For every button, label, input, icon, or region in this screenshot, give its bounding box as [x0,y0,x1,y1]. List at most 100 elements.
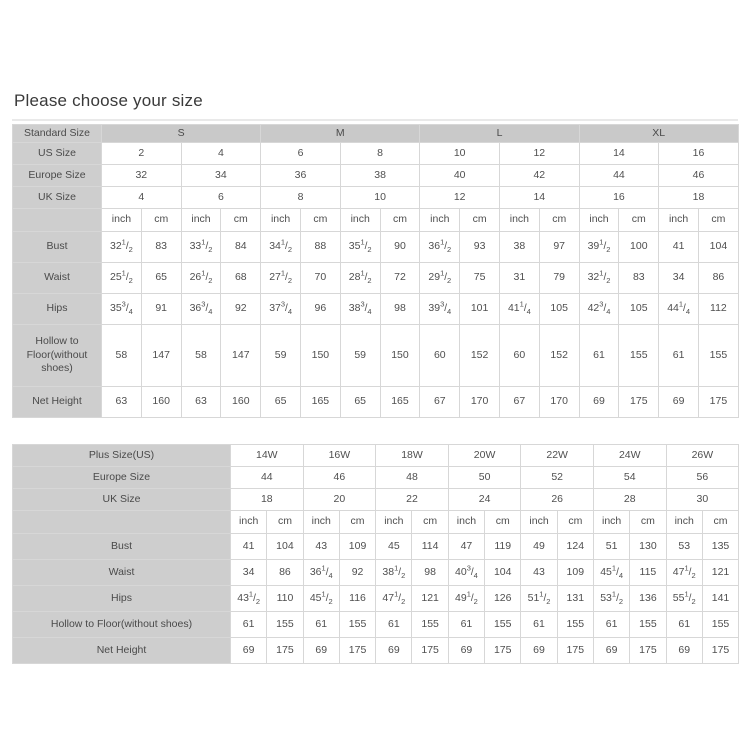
cell-waist-inch: 321/2 [578,262,620,294]
cell-net-height-cm-plus: 175 [629,637,667,664]
cell-net-height-cm: 175 [618,386,660,418]
cell-uk-size-plus: 20 [302,488,377,511]
cell-hips-cm: 101 [459,293,500,325]
cell-waist-inch-plus: 34 [229,559,268,586]
cell-bust-inch-plus: 43 [302,533,340,560]
cell-hollow-inch: 60 [498,324,540,387]
cell-waist-cm: 79 [538,262,580,294]
cell-waist-inch: 281/2 [339,262,381,294]
cell-unit: cm [220,208,262,232]
cell-uk-size: 6 [180,186,262,209]
cell-net-height-inch: 65 [339,386,381,418]
cell-bust-inch: 351/2 [339,231,381,263]
cell-bust-cm-plus: 104 [266,533,304,560]
cell-bust-cm-plus: 119 [484,533,522,560]
cell-hips-cm-plus: 141 [701,585,740,612]
cell-bust-cm: 93 [459,231,500,263]
cell-bust-cm-plus: 135 [701,533,740,560]
cell-hollow-cm: 147 [220,324,262,387]
cell-plus-size: 24W [592,444,667,467]
cell-hollow-cm-plus: 155 [266,611,304,638]
cell-net-height-cm: 170 [459,386,500,418]
cell-bust-inch: 361/2 [419,231,461,263]
cell-europe-size: 38 [339,164,421,187]
cell-europe-size: 34 [180,164,262,187]
cell-hollow-cm-plus: 155 [556,611,594,638]
cell-hips-cm: 105 [618,293,660,325]
cell-net-height-inch-plus: 69 [375,637,413,664]
cell-waist-inch: 31 [498,262,540,294]
row-label-hollow-to-floor-plus: Hollow to Floor(without shoes) [12,611,231,638]
size-group-m: M [260,124,421,143]
cell-bust-cm-plus: 114 [411,533,449,560]
cell-us-size: 8 [339,142,421,165]
cell-hollow-inch-plus: 61 [520,611,558,638]
size-group-s: S [100,124,262,143]
cell-hips-inch: 411/4 [498,293,540,325]
cell-hips-cm-plus: 126 [484,585,522,612]
cell-unit-plus: inch [302,510,340,534]
cell-bust-inch-plus: 51 [592,533,631,560]
table-row-us-size: US Size 2 4 6 8 10 12 14 16 [12,142,739,165]
row-label-europe-size: Europe Size [12,164,102,187]
cell-unit: inch [658,208,699,232]
cell-net-height-cm: 165 [300,386,341,418]
cell-hips-inch-plus: 471/2 [375,585,413,612]
cell-bust-cm: 83 [140,231,182,263]
cell-unit-plus: inch [520,510,558,534]
standard-size-table: Standard Size S M L XL US Size 2 4 6 8 1… [12,124,739,418]
cell-net-height-inch-plus: 69 [665,637,703,664]
cell-hips-inch: 353/4 [101,293,142,325]
size-group-l: L [419,124,580,143]
cell-bust-cm: 88 [300,231,341,263]
cell-unit: cm [379,208,421,232]
cell-net-height-inch: 63 [180,386,222,418]
cell-europe-size: 40 [419,164,500,187]
cell-bust-inch-plus: 53 [665,533,703,560]
cell-hollow-cm-plus: 155 [701,611,740,638]
cell-net-height-inch-plus: 69 [302,637,340,664]
cell-waist-cm: 68 [220,262,262,294]
cell-unit-plus: inch [229,510,268,534]
cell-hollow-cm-plus: 155 [411,611,449,638]
cell-bust-inch: 391/2 [578,231,620,263]
cell-waist-inch: 271/2 [260,262,301,294]
table-row-units-plus: inch cm inch cm inch cm inch cm inch cm … [12,510,740,534]
row-label-waist: Waist [12,262,102,294]
cell-bust-cm-plus: 124 [556,533,594,560]
cell-net-height-cm: 175 [698,386,739,418]
cell-hips-inch-plus: 531/2 [592,585,631,612]
row-label-hips-plus: Hips [12,585,231,612]
cell-waist-cm: 70 [300,262,341,294]
cell-hips-inch-plus: 551/2 [665,585,703,612]
cell-net-height-cm-plus: 175 [411,637,449,664]
cell-bust-inch-plus: 47 [447,533,486,560]
table-row-net-height: Net Height 63 160 63 160 65 165 65 165 6… [12,386,739,418]
table-row-uk-size: UK Size 4 6 8 10 12 14 16 18 [12,186,739,209]
row-label-net-height: Net Height [12,386,102,418]
cell-hips-cm-plus: 116 [338,585,377,612]
cell-uk-size-plus: 30 [665,488,740,511]
cell-unit-plus: cm [701,510,740,534]
row-label-hollow-to-floor: Hollow to Floor(without shoes) [12,324,102,387]
cell-unit-plus: cm [629,510,667,534]
standard-size-table-body: Standard Size S M L XL US Size 2 4 6 8 1… [12,124,739,418]
cell-waist-inch-plus: 471/2 [665,559,703,586]
row-label-plus-size: Plus Size(US) [12,444,231,467]
cell-unit: inch [180,208,222,232]
cell-hips-cm-plus: 121 [411,585,449,612]
table-row-bust-plus: Bust 41 104 43 109 45 114 47 119 49 124 … [12,533,740,560]
cell-net-height-cm: 170 [538,386,580,418]
cell-us-size: 10 [419,142,500,165]
cell-uk-size: 14 [498,186,580,209]
cell-unit: cm [300,208,341,232]
cell-bust-inch-plus: 45 [375,533,413,560]
cell-waist-inch: 291/2 [419,262,461,294]
cell-waist-inch-plus: 361/4 [302,559,340,586]
table-row-hollow-to-floor: Hollow to Floor(without shoes) 58 147 58… [12,324,739,387]
cell-waist-cm-plus: 115 [629,559,667,586]
cell-bust-cm-plus: 130 [629,533,667,560]
cell-europe-size-plus: 50 [447,466,522,489]
cell-hips-inch: 423/4 [578,293,620,325]
cell-bust-inch: 321/2 [101,231,142,263]
